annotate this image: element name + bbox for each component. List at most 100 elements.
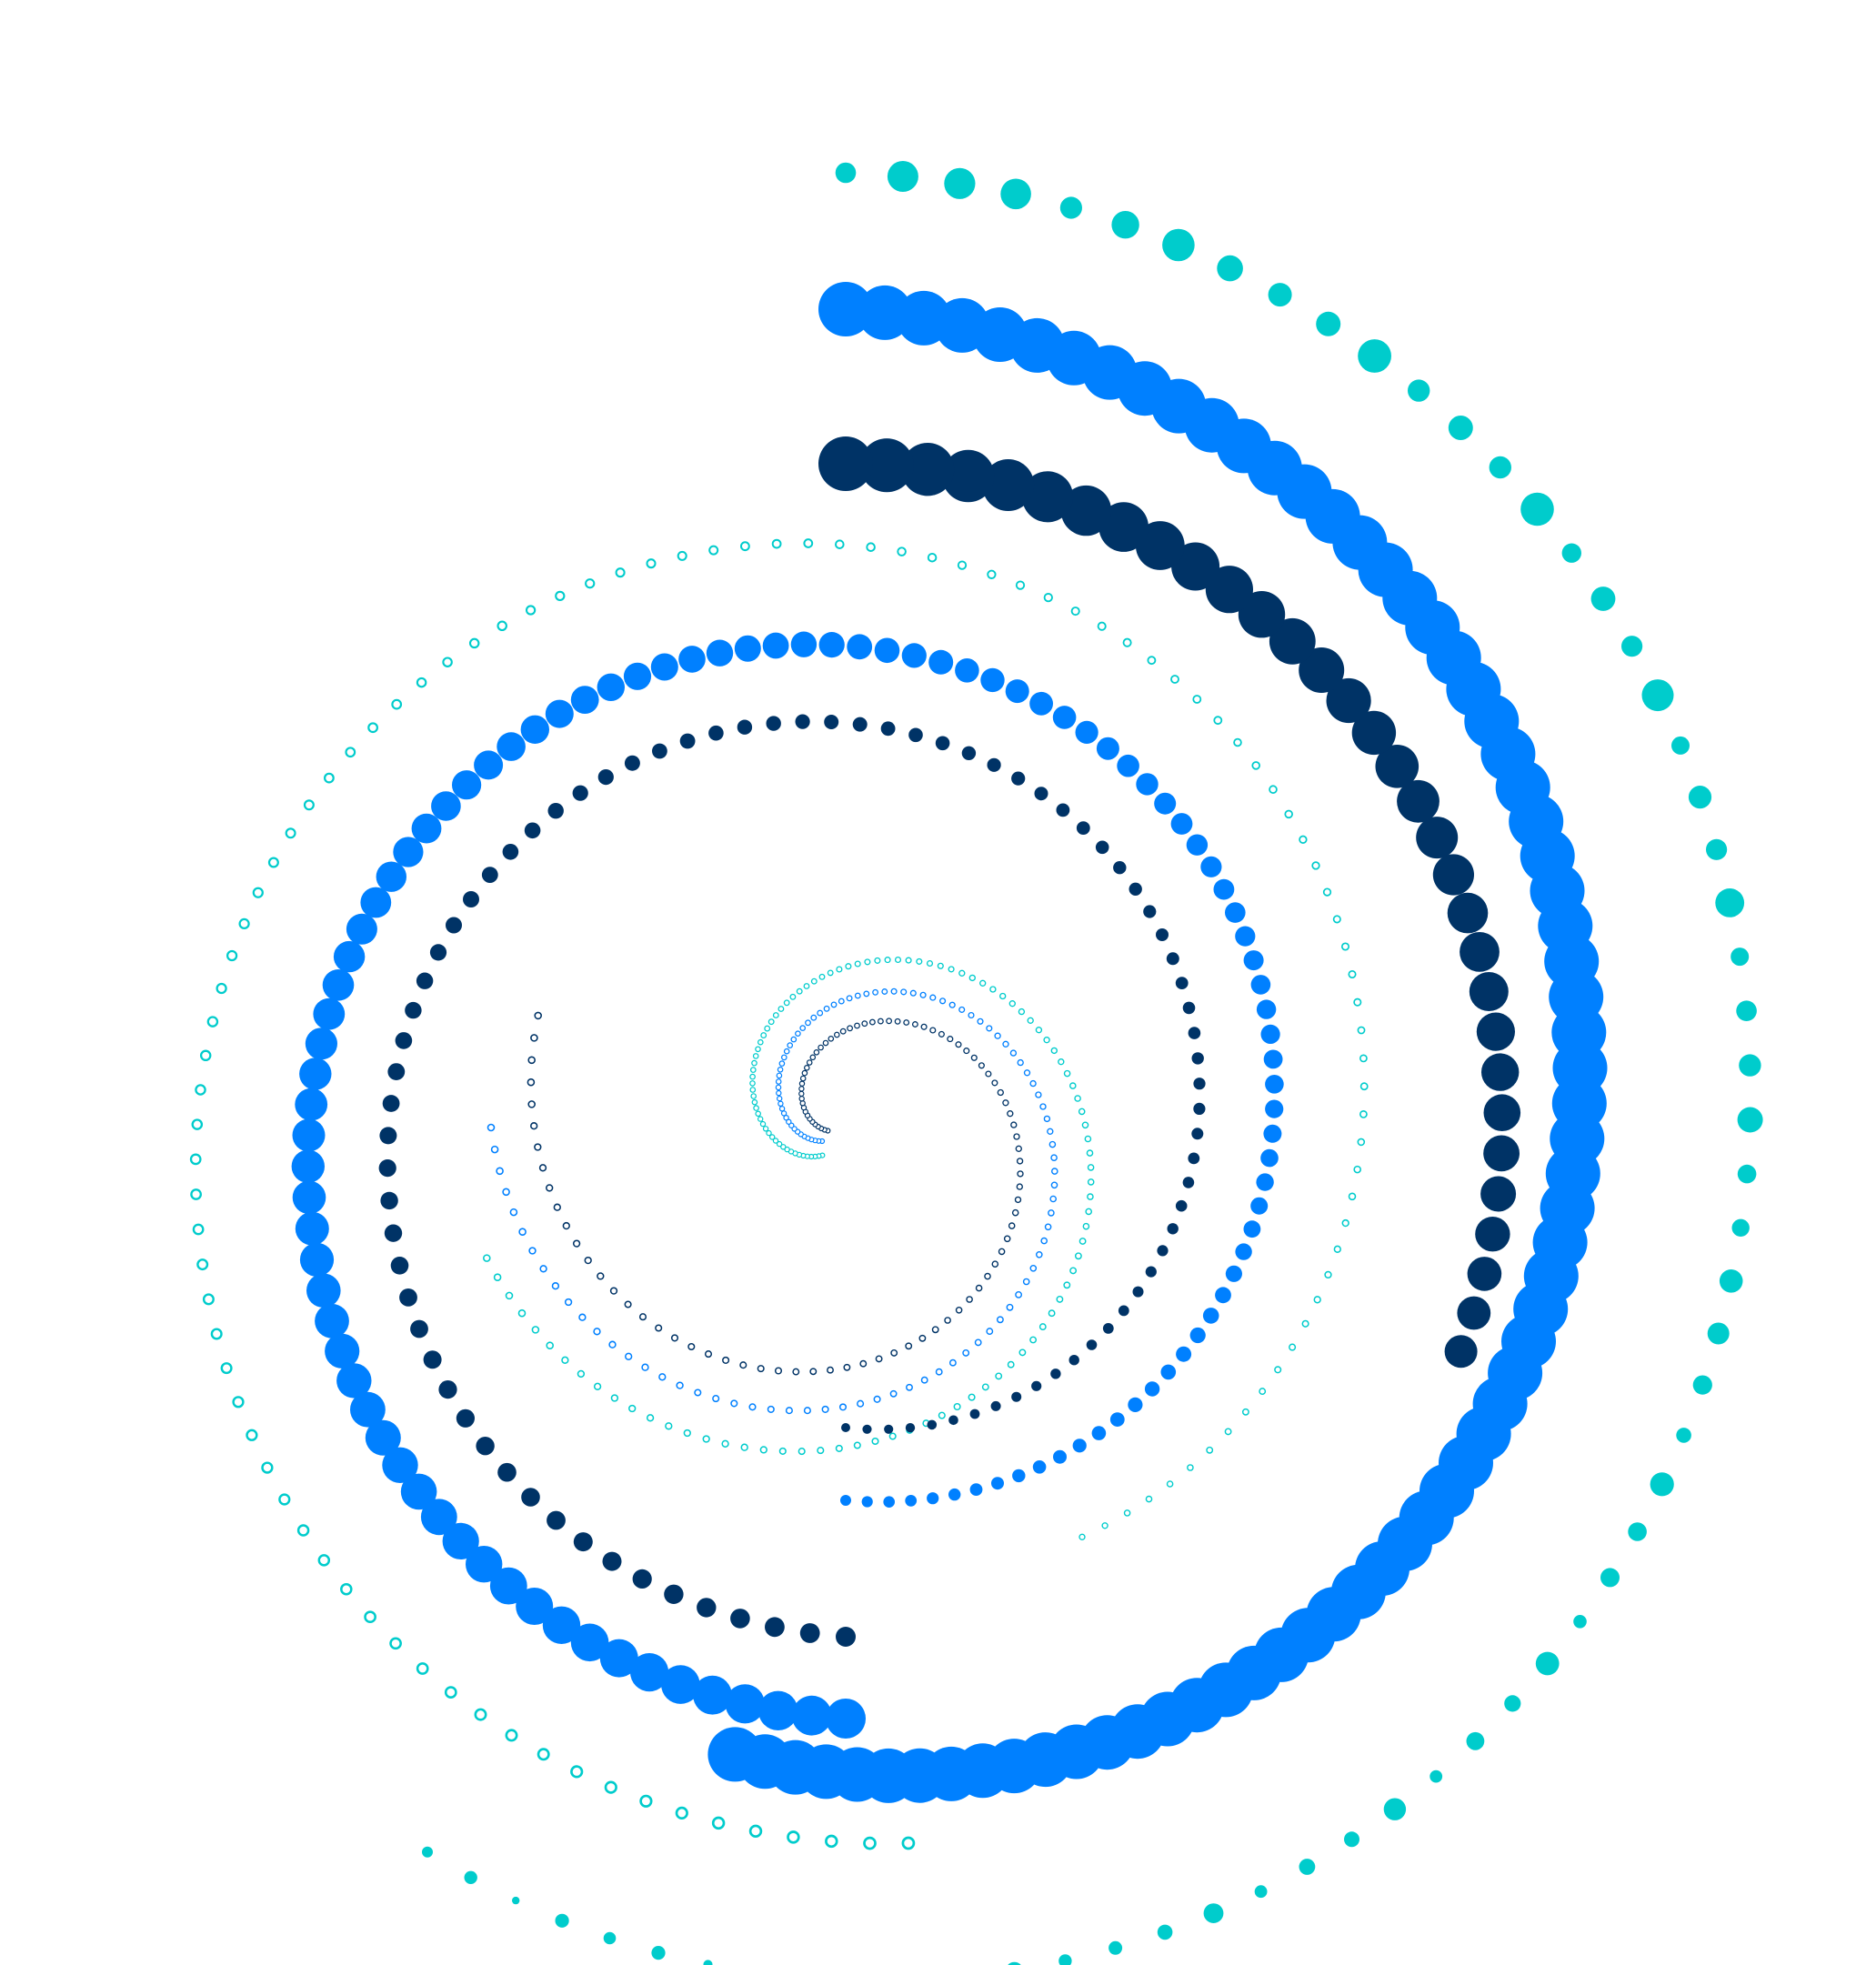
inner-spiral-dot — [1015, 1290, 1023, 1298]
inner-spiral-dot — [953, 1402, 961, 1411]
navy-outer-dot — [859, 438, 914, 493]
blue-mid-dot — [1096, 737, 1119, 760]
inner-spiral-dot — [1008, 1000, 1016, 1008]
blue-mid-dot — [305, 1028, 337, 1060]
blue-mid-dot — [1243, 1220, 1261, 1238]
inner-spiral-dot — [641, 1363, 649, 1371]
inner-spiral-dot — [963, 1048, 970, 1055]
teal-outer-dot — [555, 1913, 569, 1928]
navy-mid-dot — [836, 1627, 856, 1647]
navy-mid-dot — [905, 1423, 916, 1433]
blue-mid-dot — [991, 1477, 1004, 1490]
teal-outer-dot — [512, 1896, 520, 1905]
teal-outer-dot — [887, 161, 918, 192]
teal-faint-dot — [803, 538, 814, 548]
inner-spiral-dot — [970, 1054, 978, 1061]
inner-spiral-dot — [968, 1393, 976, 1401]
teal-faint-dot — [1213, 716, 1223, 726]
teal-faint-dot — [267, 857, 279, 868]
navy-outer-dot — [1483, 1094, 1521, 1131]
inner-spiral-dot — [861, 1020, 868, 1028]
navy-outer-dot — [1021, 471, 1074, 523]
teal-faint-dot — [1206, 1446, 1214, 1454]
inner-spiral-dot — [1035, 1250, 1043, 1258]
navy-outer-dot — [1444, 1335, 1478, 1368]
teal-outer-dot — [1000, 178, 1031, 210]
inner-spiral-dot — [981, 1383, 989, 1391]
inner-spiral-dot — [805, 1019, 811, 1027]
teal-faint-dot — [639, 1794, 653, 1808]
inner-spiral-dot — [624, 1300, 632, 1308]
inner-spiral-dot — [762, 1126, 769, 1132]
teal-outer-dot — [1671, 736, 1690, 755]
inner-spiral-dot — [755, 1110, 762, 1118]
blue-mid-dot — [1260, 1148, 1279, 1168]
teal-faint-dot — [246, 1429, 258, 1441]
inner-spiral-dot — [751, 1098, 758, 1106]
teal-outer-dot — [1628, 1522, 1647, 1541]
blue-mid-dot — [1250, 975, 1271, 995]
inner-spiral-dot — [813, 1048, 820, 1056]
teal-outer-dot — [1737, 1107, 1763, 1133]
blue-outer-dot — [858, 285, 913, 340]
inner-spiral-dot — [572, 1239, 581, 1248]
inner-spiral-dot — [712, 1395, 720, 1403]
teal-faint-dot — [863, 1836, 877, 1850]
inner-spiral-dot — [1049, 1195, 1057, 1203]
blue-mid-dot — [599, 1639, 638, 1678]
inner-spiral-dot — [530, 1122, 538, 1130]
navy-mid-dot — [987, 757, 1001, 772]
inner-spiral-dot — [739, 1361, 747, 1369]
blue-mid-dot — [1250, 1197, 1269, 1215]
inner-spiral-dot — [487, 1123, 496, 1132]
inner-spiral-dot — [995, 1372, 1003, 1380]
inner-spiral-dot — [509, 1208, 518, 1217]
navy-outer-dot — [1326, 677, 1371, 724]
teal-outer-dot — [1466, 1731, 1485, 1750]
blue-mid-dot — [451, 770, 482, 800]
teal-faint-dot — [1359, 1110, 1368, 1118]
blue-mid-dot — [706, 639, 734, 667]
teal-faint-dot — [748, 1824, 763, 1839]
teal-outer-dot — [1688, 786, 1712, 809]
blue-mid-dot — [1200, 856, 1222, 877]
teal-outer-dot — [1561, 543, 1582, 563]
inner-spiral-dot — [827, 969, 834, 977]
inner-spiral-dot — [759, 1120, 767, 1128]
inner-spiral-dot — [646, 1414, 655, 1422]
inner-spiral-dot — [1078, 1108, 1086, 1116]
inner-spiral-dot — [776, 1140, 783, 1148]
teal-outer-dot — [1641, 679, 1674, 712]
inner-spiral-dot — [553, 1203, 561, 1211]
navy-outer-dot — [1205, 566, 1253, 614]
teal-faint-dot — [1322, 887, 1332, 897]
inner-spiral-dot — [775, 1084, 782, 1091]
navy-mid-dot — [765, 1617, 785, 1638]
inner-spiral-dot — [979, 979, 987, 987]
navy-outer-dot — [1481, 1053, 1520, 1091]
blue-mid-dot — [883, 1496, 895, 1508]
inner-spiral-dot — [836, 966, 843, 973]
teal-faint-dot — [677, 550, 687, 561]
inner-spiral-dot — [1009, 1049, 1018, 1057]
inner-spiral-dot — [968, 974, 976, 982]
inner-spiral-dot — [911, 1021, 918, 1028]
teal-faint-dot — [1043, 592, 1053, 603]
inner-spiral-dot — [502, 1188, 510, 1197]
teal-faint-dot — [474, 1708, 487, 1721]
inner-spiral-dot — [847, 1025, 854, 1032]
blue-mid-dot — [650, 653, 678, 681]
teal-outer-dot — [1316, 311, 1341, 336]
teal-faint-dot — [416, 677, 427, 688]
teal-faint-dot — [1192, 695, 1202, 704]
navy-mid-dot — [399, 1288, 417, 1307]
navy-mid-dot — [379, 1127, 397, 1145]
blue-mid-dot — [840, 1495, 851, 1506]
blue-mid-dot — [1005, 679, 1029, 704]
inner-spiral-dot — [939, 998, 947, 1005]
inner-spiral-dot — [1018, 1008, 1026, 1016]
teal-faint-dot — [604, 1780, 617, 1794]
inner-spiral-dot — [538, 1164, 547, 1172]
inner-spiral-dot — [1016, 1158, 1024, 1165]
inner-spiral-dot — [839, 1028, 847, 1035]
